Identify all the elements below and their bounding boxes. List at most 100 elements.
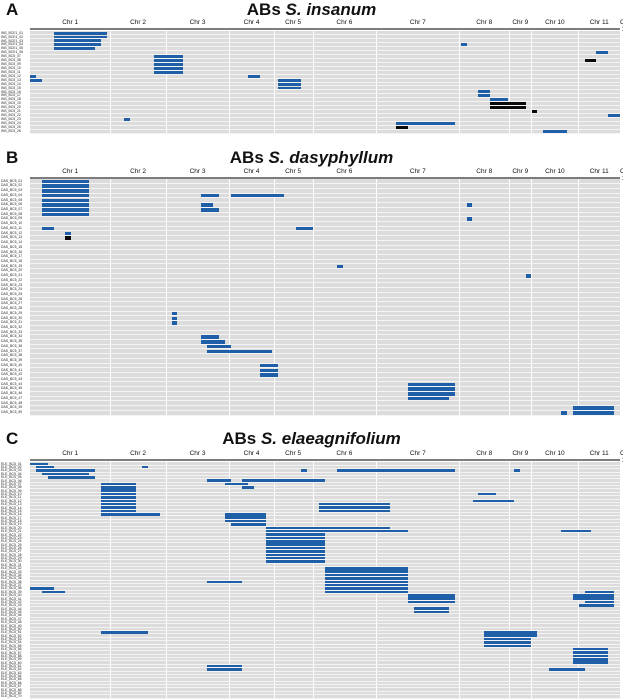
row-divider (30, 386, 620, 388)
row-divider (30, 552, 620, 554)
row-divider (30, 105, 620, 107)
introgression-segment (266, 550, 325, 553)
introgression-segment (407, 593, 455, 597)
introgression-segment (100, 486, 137, 489)
sample-label: ELE_BC5_13 (1, 502, 22, 507)
row-divider (30, 225, 620, 227)
introgression-segment (224, 513, 266, 516)
row-divider (30, 254, 620, 256)
introgression-segment (100, 496, 137, 499)
row-divider (30, 310, 620, 312)
sample-label: INS_BC5_25 (1, 124, 21, 129)
introgression-segment (260, 368, 278, 373)
sample-label: INS_BC5_18 (1, 97, 21, 102)
sample-label: ELE_BC5_05 (1, 475, 22, 480)
sample-label: DAS_BC5_41 (1, 367, 23, 372)
introgression-segment (41, 208, 89, 212)
sample-label: INS_BC5_10 (1, 66, 21, 70)
introgression-segment (65, 236, 72, 240)
sample-label: DAS_BC5_13 (1, 235, 23, 240)
sample-label: DAS_BC5_15 (1, 244, 23, 249)
sample-label: DAS_BC5_25 (1, 291, 23, 296)
introgression-segment (41, 179, 89, 184)
chromosome-label: Chr 4 (243, 450, 260, 457)
sample-label: INS_BC5_14 (1, 81, 21, 86)
introgression-segment (260, 373, 278, 377)
row-divider (30, 282, 620, 284)
sample-label: ELE_BC5_64 (1, 674, 22, 679)
sample-label: INS_BC5_19 (1, 101, 21, 106)
introgression-segment (100, 506, 137, 509)
sample-label: INS_BCE1_06 (1, 50, 24, 55)
sample-label: DAS_BC5_07 (1, 207, 23, 212)
row-divider (30, 206, 620, 208)
sample-label: DAS_BC5_35 (1, 339, 23, 344)
sample-label: ELE_BC5_56 (1, 647, 22, 652)
introgression-segment (100, 499, 137, 503)
row-divider (30, 582, 620, 584)
row-divider (30, 65, 620, 67)
introgression-segment (413, 607, 449, 610)
introgression-segment (325, 567, 408, 570)
chromosome-label: Chr 10 (545, 450, 565, 457)
introgression-segment (30, 462, 48, 466)
introgression-segment (277, 78, 302, 82)
sample-label: ELE_BC5_38 (1, 586, 22, 591)
sample-label: ELE_BC5_52 (1, 633, 22, 638)
sample-label: ELE_BC5_08 (1, 485, 22, 490)
sample-label: DAS_BC5_26 (1, 296, 23, 301)
chromosome-label: Chr 10 (545, 19, 565, 26)
sample-label: DAS_BC5_34 (1, 334, 23, 339)
introgression-segment (266, 540, 325, 543)
sample-label: DAS_BC5_39 (1, 358, 23, 363)
sample-label: ELE_BC5_09 (1, 488, 22, 493)
row-divider (30, 101, 620, 103)
introgression-segment (201, 203, 213, 207)
introgression-segment (319, 502, 390, 506)
introgression-segment (336, 469, 455, 472)
sample-label: INS_BC5_16 (1, 89, 21, 94)
introgression-segment (100, 482, 137, 486)
sample-label: DAS_BC5_44 (1, 381, 23, 386)
row-divider (30, 85, 620, 87)
introgression-segment (53, 39, 101, 43)
row-divider (30, 108, 620, 110)
introgression-segment (301, 469, 308, 472)
sample-label: DAS_BC5_08 (1, 211, 23, 216)
row-divider (30, 535, 620, 537)
introgression-segment (549, 668, 585, 671)
row-divider (30, 305, 620, 307)
chromosome-separator (620, 462, 621, 698)
introgression-segment (248, 74, 261, 78)
row-divider (30, 244, 620, 246)
row-divider (30, 670, 620, 672)
chromosome-label: Chr 4 (243, 168, 260, 175)
row-divider (30, 518, 620, 520)
sample-label: INS_BC5_09 (1, 62, 21, 67)
introgression-segment (124, 117, 131, 121)
row-divider (30, 268, 620, 270)
introgression-segment (395, 121, 455, 125)
introgression-segment (30, 74, 36, 78)
chromosome-label: Chr 5 (285, 450, 302, 457)
sample-label: DAS_BC5_23 (1, 282, 23, 287)
sample-label: DAS_BC5_48 (1, 400, 23, 405)
introgression-segment (266, 533, 325, 536)
sample-label: DAS_BC5_36 (1, 343, 23, 348)
row-divider (30, 525, 620, 527)
introgression-segment (478, 492, 497, 496)
sample-label: ELE_BC5_62 (1, 667, 22, 672)
introgression-segment (153, 55, 184, 59)
sample-label: DAS_BC5_47 (1, 395, 23, 400)
sample-label: ELE_BC5_23 (1, 535, 22, 540)
introgression-segment (413, 610, 449, 614)
row-divider (30, 619, 620, 621)
sample-label: DAS_BC5_29 (1, 310, 23, 315)
row-divider (30, 376, 620, 378)
introgression-segment (153, 59, 184, 62)
row-divider (30, 485, 620, 487)
sample-label: INS_BC5_13 (1, 77, 21, 82)
row-divider (30, 515, 620, 517)
row-divider (30, 468, 620, 470)
introgression-segment (561, 529, 591, 533)
